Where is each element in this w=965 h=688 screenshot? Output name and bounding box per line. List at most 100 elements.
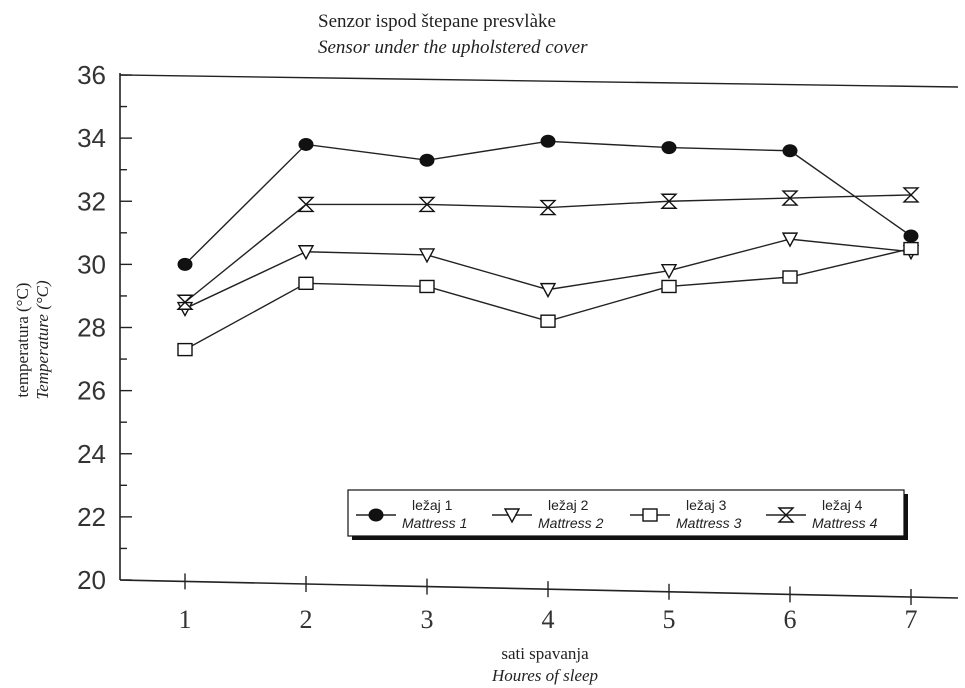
x-axis-line — [119, 579, 959, 599]
marker-shape — [419, 153, 435, 167]
marker-shape — [661, 279, 677, 294]
data-point — [177, 342, 193, 357]
data-point — [540, 134, 556, 148]
data-point — [418, 248, 436, 264]
y-tick-label: 26 — [77, 376, 106, 406]
series-4 — [176, 187, 920, 310]
series-line — [184, 247, 912, 351]
data-point — [540, 314, 556, 328]
data-point — [903, 241, 919, 256]
legend-item-4: ležaj 4 Mattress 4 — [766, 497, 878, 531]
legend-item-3: ležaj 3 Mattress 3 — [630, 497, 742, 531]
legend-marker — [777, 507, 795, 523]
marker-shape — [540, 134, 556, 148]
x-tick-label: 3 — [421, 605, 434, 634]
marker-shape — [782, 144, 798, 158]
marker-shape — [660, 193, 678, 209]
y-tick-label: 28 — [77, 313, 106, 343]
data-point — [418, 196, 436, 213]
legend-label: ležaj 2 — [548, 497, 589, 513]
data-point — [660, 263, 678, 280]
x-axis-label: sati spavanja — [501, 644, 589, 663]
data-point — [419, 153, 435, 167]
marker-shape — [503, 508, 521, 524]
chart-title: Senzor ispod štepane presvlàke — [318, 11, 556, 32]
marker-shape — [298, 276, 314, 291]
y-axis-label-local: temperatura (°C) — [13, 283, 32, 398]
x-tick-label: 4 — [542, 605, 555, 634]
marker-shape — [661, 141, 677, 155]
marker-shape — [540, 314, 556, 328]
data-point — [782, 144, 798, 158]
marker-shape — [539, 199, 557, 216]
marker-shape — [418, 248, 436, 264]
legend-label-en: Mattress 3 — [676, 515, 742, 531]
marker-shape — [176, 294, 194, 310]
y-tick-label: 22 — [77, 502, 106, 532]
data-point — [781, 190, 799, 206]
data-point — [177, 257, 193, 271]
marker-shape — [660, 263, 678, 280]
x-tick-label: 7 — [905, 605, 918, 634]
series-3 — [177, 241, 919, 357]
y-axis-label: temperatura (°C) Temperature (°C) — [13, 280, 52, 400]
data-point — [539, 199, 557, 216]
data-point — [902, 187, 920, 203]
data-point — [782, 270, 798, 284]
marker-shape — [777, 507, 795, 523]
top-frame-line — [119, 74, 959, 88]
series-layer — [176, 134, 920, 357]
marker-shape — [368, 508, 384, 522]
marker-shape — [782, 270, 798, 284]
marker-shape — [781, 232, 799, 248]
marker-shape — [177, 257, 193, 271]
marker-shape — [298, 137, 314, 151]
legend-marker — [368, 508, 384, 522]
marker-shape — [297, 196, 315, 213]
y-tick-label: 24 — [77, 439, 106, 469]
marker-shape — [903, 229, 919, 243]
y-tick-label: 20 — [77, 565, 106, 595]
legend-item-1: ležaj 1 Mattress 1 — [356, 497, 467, 531]
legend-label: ležaj 3 — [686, 497, 727, 513]
y-axis-label-en: Temperature (°C) — [33, 280, 52, 400]
series-1 — [177, 134, 919, 271]
legend-label-en: Mattress 2 — [538, 515, 604, 531]
legend-box — [347, 489, 905, 537]
legend-label: ležaj 4 — [822, 497, 863, 513]
data-point — [661, 279, 677, 294]
data-point — [297, 196, 315, 213]
marker-shape — [539, 282, 557, 299]
marker-shape — [419, 279, 435, 294]
data-point — [539, 282, 557, 299]
marker-shape — [642, 508, 658, 522]
legend-marker — [503, 508, 521, 524]
y-tick-label: 34 — [77, 123, 106, 153]
legend-label-en: Mattress 4 — [812, 515, 878, 531]
data-point — [781, 232, 799, 248]
x-tick-label: 6 — [784, 605, 797, 634]
x-tick-label: 5 — [663, 605, 676, 634]
legend-item-2: ležaj 2 Mattress 2 — [492, 497, 604, 531]
marker-shape — [418, 196, 436, 213]
y-tick-label: 36 — [77, 60, 106, 90]
series-2 — [176, 232, 920, 318]
marker-shape — [903, 241, 919, 256]
axes — [119, 73, 959, 605]
data-point — [903, 229, 919, 243]
data-point — [298, 137, 314, 151]
data-point — [297, 245, 315, 261]
legend-label: ležaj 1 — [412, 497, 453, 513]
x-axis-label-en: Houres of sleep — [491, 666, 598, 685]
x-tick-label: 1 — [179, 605, 192, 634]
data-point — [298, 276, 314, 291]
x-tick-label: 2 — [300, 605, 313, 634]
legend-label-en: Mattress 1 — [402, 515, 467, 531]
marker-shape — [902, 187, 920, 203]
data-point — [661, 141, 677, 155]
data-point — [660, 193, 678, 209]
data-point — [176, 294, 194, 310]
